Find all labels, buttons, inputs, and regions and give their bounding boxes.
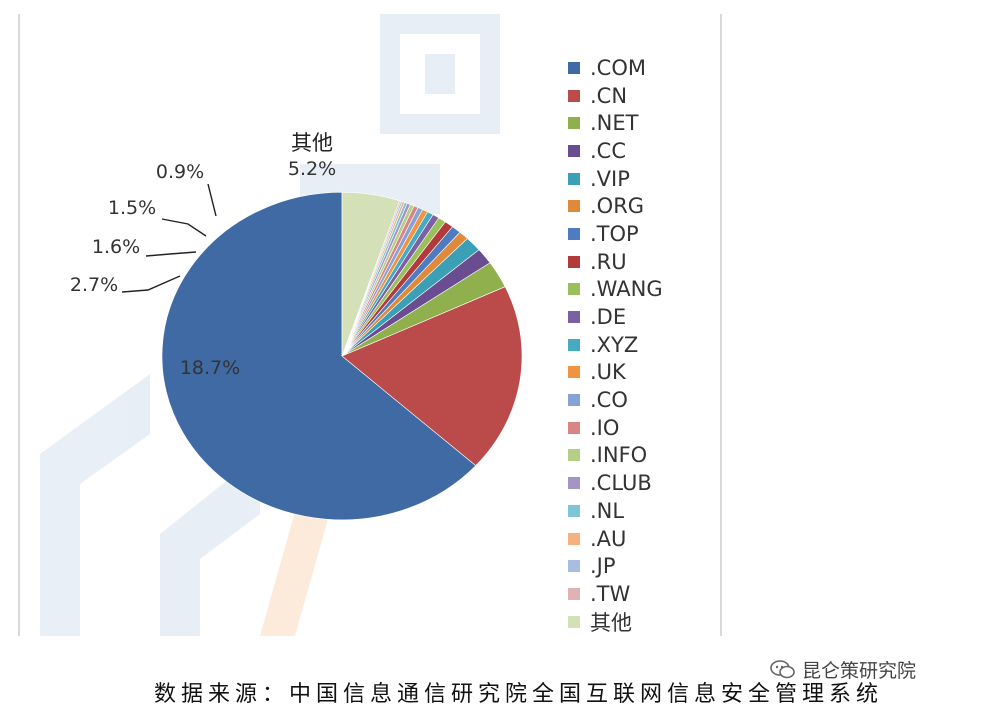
legend-label: .CN	[590, 83, 628, 108]
legend-label: .WANG	[590, 277, 663, 302]
legend-swatch	[568, 144, 580, 157]
data-label: 1.6%	[92, 236, 140, 258]
legend-item: .CO	[568, 386, 663, 414]
leader-line	[145, 251, 197, 257]
legend-item: 其他	[568, 608, 663, 636]
legend-item: .XYZ	[568, 331, 663, 359]
legend-swatch	[568, 421, 580, 434]
legend-label: .CC	[590, 138, 627, 163]
legend-item: .NL	[568, 497, 663, 525]
legend-label: .IO	[590, 415, 620, 440]
legend-label: .COM	[590, 55, 646, 80]
legend-item: .ORG	[568, 192, 663, 220]
legend-label: .RU	[590, 249, 627, 274]
legend-swatch	[568, 587, 580, 600]
legend-item: .RU	[568, 248, 663, 276]
legend-label: .TW	[590, 581, 631, 606]
legend-item: .AU	[568, 525, 663, 553]
legend-swatch	[568, 117, 580, 130]
pie-slice-其他	[341, 191, 400, 357]
pie-chart: 63.6%18.7%2.7%1.6%1.5%0.9%5.2%其他	[70, 131, 523, 521]
legend-label: .AU	[590, 526, 627, 551]
legend-item: .WANG	[568, 276, 663, 304]
legend-label: .TOP	[590, 221, 639, 246]
legend-swatch	[568, 255, 580, 268]
legend-item: .JP	[568, 552, 663, 580]
legend-label: .ORG	[590, 194, 645, 219]
data-label-category: 其他	[291, 131, 333, 155]
legend-label: .NET	[590, 111, 639, 136]
legend-label: .DE	[590, 305, 627, 330]
data-label: 2.7%	[70, 274, 118, 296]
data-label: 18.7%	[180, 357, 240, 379]
legend-label: .VIP	[590, 166, 630, 191]
legend-swatch	[568, 61, 580, 74]
data-label: 0.9%	[156, 161, 204, 183]
legend-swatch	[568, 504, 580, 517]
legend-swatch	[568, 366, 580, 379]
legend-item: .COM	[568, 54, 663, 82]
legend-item: .NET	[568, 109, 663, 137]
legend-label: .CLUB	[590, 471, 652, 496]
legend-swatch	[568, 449, 580, 462]
wechat-account-name: 昆仑策研究院	[802, 660, 917, 682]
legend-swatch	[568, 394, 580, 407]
legend-label: 其他	[590, 610, 632, 635]
legend-item: .VIP	[568, 165, 663, 193]
pie-slice-cn	[341, 286, 523, 467]
legend-label: .INFO	[590, 443, 648, 468]
legend-swatch	[568, 560, 580, 573]
legend-swatch	[568, 477, 580, 490]
legend-swatch	[568, 227, 580, 240]
legend-item: .IO	[568, 414, 663, 442]
legend-swatch	[568, 532, 580, 545]
legend-item: .INFO	[568, 442, 663, 470]
legend-label: .XYZ	[590, 332, 639, 357]
legend-label: .JP	[590, 554, 616, 579]
legend-swatch	[568, 200, 580, 213]
legend-swatch	[568, 89, 580, 102]
legend-item: .UK	[568, 359, 663, 387]
leader-line	[207, 183, 217, 217]
legend-item: .TW	[568, 580, 663, 608]
source-caption: 数据来源：中国信息通信研究院全国互联网信息安全管理系统	[154, 682, 884, 707]
legend-item: .CN	[568, 82, 663, 110]
legend-label: .CO	[590, 388, 628, 413]
wechat-watermark: 昆仑策研究院	[770, 656, 916, 683]
legend-swatch	[568, 283, 580, 296]
legend-swatch	[568, 172, 580, 185]
legend-item: .CC	[568, 137, 663, 165]
legend: .COM .CN .NET .CC .VIP .ORG .TOP .RU .WANG .DE .XY…	[568, 54, 663, 635]
pie-slice-com	[161, 191, 477, 521]
chart-frame: 63.6%18.7%2.7%1.6%1.5%0.9%5.2%其他 .COM.CN…	[18, 14, 722, 636]
leader-line	[121, 275, 181, 293]
data-label: 5.2%	[288, 158, 336, 180]
legend-swatch	[568, 311, 580, 324]
wechat-icon	[770, 659, 795, 678]
leader-line	[161, 218, 207, 237]
legend-item: .CLUB	[568, 469, 663, 497]
legend-item: .DE	[568, 303, 663, 331]
legend-label: .UK	[590, 360, 626, 385]
data-label: 1.5%	[108, 197, 156, 219]
legend-item: .TOP	[568, 220, 663, 248]
legend-swatch	[568, 615, 580, 628]
legend-label: .NL	[590, 498, 625, 523]
legend-swatch	[568, 338, 580, 351]
